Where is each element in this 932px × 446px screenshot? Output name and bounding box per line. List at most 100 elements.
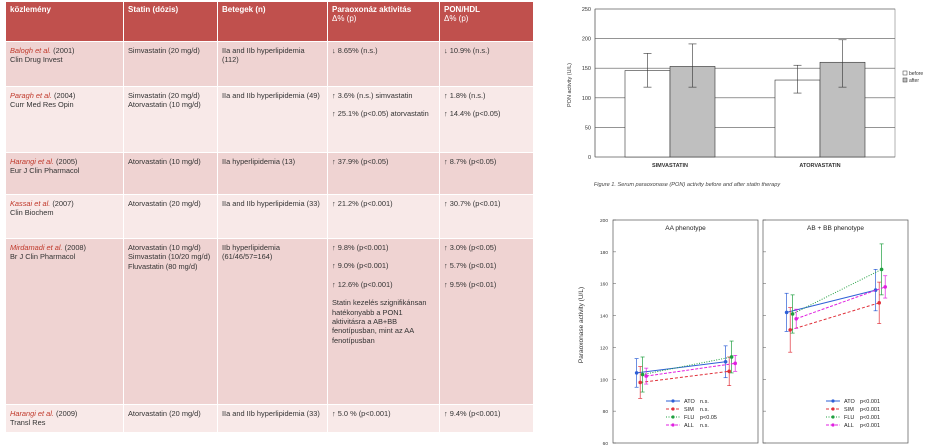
pon-hdl-change-cell: ↑ 1.8% (n.s.) ↑ 14.4% (p<0.05): [439, 86, 534, 153]
legend-marker: [671, 407, 675, 411]
y-tick-label: 120: [600, 345, 608, 351]
pon-hdl-change-cell: ↑ 8.7% (p<0.05): [439, 152, 534, 195]
publication-year: (2007): [52, 199, 74, 208]
pon-hdl-change-value: ↑ 3.0% (p<0.05): [444, 243, 497, 252]
patients-cell: IIa and IIb hyperlipidemia (33): [217, 404, 328, 433]
legend-label: SIM: [844, 407, 854, 413]
pon-bar-chart: PON activity (U/L) 0 50 100 150 200 250 SIMVA…: [567, 7, 923, 188]
paraoxonase-change-value: ↑ 25.1% (p<0.05) atorvastatin: [332, 109, 429, 119]
y-tick-label: 180: [600, 250, 608, 256]
legend-swatch: [902, 70, 908, 76]
legend-label: ATO: [844, 399, 856, 405]
line-chart-panels: AA phenotypeBeforeAfterATOn.s.SIMn.s.FLU…: [612, 219, 909, 444]
point-ato: [723, 359, 728, 364]
publication-year: (2008): [64, 243, 87, 252]
legend-significance: p<0.001: [860, 407, 880, 413]
header-pon-hdl-title: PON/HDL: [444, 5, 480, 14]
panel-title: AB + BB phenotype: [807, 225, 864, 232]
journal-name: Transl Res: [10, 418, 46, 428]
pon-hdl-change-cell: ↑ 9.4% (p<0.001): [439, 404, 534, 433]
journal-name: Clin Drug Invest: [10, 55, 63, 65]
patients-cell: IIa and IIb hyperlipidemia (33): [217, 194, 328, 239]
series-line-ato: [636, 361, 726, 374]
paraoxonase-change-cell: ↑ 9.8% (p<0.001) ↑ 9.0% (p<0.001) ↑ 12.6% …: [327, 238, 440, 405]
publication-year: (2005): [56, 157, 78, 166]
legend-marker: [671, 399, 675, 403]
y-tick-label: 100: [600, 377, 608, 383]
x-tick-label: ATORVASTATIN: [799, 163, 840, 169]
author-link[interactable]: Kassai et al.: [10, 199, 51, 208]
statin-dose-value: Atorvastatin (10 mg/d): [128, 157, 201, 166]
statin-pon-table: közlemény Statin (dózis) Betegek (n) Par…: [5, 1, 534, 433]
table-row: Balogh et al. (2001) Clin Drug Invest Simv…: [5, 41, 534, 87]
legend-significance: p<0.001: [860, 399, 880, 405]
pon-hdl-change-value: ↑ 9.5% (p<0.01): [444, 279, 497, 289]
legend-marker: [831, 399, 835, 403]
point-sim: [788, 328, 792, 332]
paraoxonase-change-cell: ↓ 8.65% (n.s.): [327, 41, 440, 87]
paraoxonase-change-cell: ↑ 5.0 % (p<0.001): [327, 404, 440, 433]
legend-label: FLU: [844, 415, 854, 421]
point-ato: [784, 310, 789, 315]
bar-chart-xticks: SIMVASTATIN ATORVASTATIN: [652, 163, 841, 169]
author-link[interactable]: Harangi et al.: [10, 157, 54, 166]
author-link[interactable]: Mirdamadi et al.: [10, 243, 63, 252]
paraoxonase-change-cell: ↑ 3.6% (n.s.) simvastatin ↑ 25.1% (p<0.05…: [327, 86, 440, 153]
legend-label: after: [909, 78, 919, 84]
paraoxonase-change-cell: ↑ 21.2% (p<0.001): [327, 194, 440, 239]
bar-chart-bars: [624, 39, 866, 158]
author-link[interactable]: Harangi et al.: [10, 409, 54, 418]
legend-label: FLU: [684, 415, 694, 421]
legend-significance: n.s.: [700, 407, 709, 413]
statin-dose-cell: Atorvastatin (10 mg/d): [123, 152, 218, 195]
pon-hdl-change-value: ↑ 1.8% (n.s.): [444, 91, 486, 100]
point-all: [733, 361, 737, 366]
statin-dose-cell: Atorvastatin (10 mg/d) Simvastatin (10/20…: [123, 238, 218, 405]
statin-dose-value: Atorvastatin (10 mg/d): [128, 243, 201, 252]
header-patients: Betegek (n): [217, 1, 328, 42]
statin-dose-value: Simvastatin (20 mg/d): [128, 46, 200, 55]
statin-dose-value: Atorvastatin (20 mg/d): [128, 199, 201, 208]
pon-hdl-change-value: ↑ 30.7% (p<0.01): [444, 199, 501, 208]
journal-name: Clin Biochem: [10, 208, 54, 218]
author-link[interactable]: Balogh et al.: [10, 46, 52, 55]
point-all: [883, 285, 887, 289]
table-row: Mirdamadi et al. (2008) Br J Clin Pharmac…: [5, 238, 534, 405]
pon-hdl-change-value: ↑ 5.7% (p<0.01): [444, 261, 497, 271]
pon-hdl-change-cell: ↑ 3.0% (p<0.05) ↑ 5.7% (p<0.01) ↑ 9.5% (p<…: [439, 238, 534, 405]
patients-cell: IIa and IIb hyperlipidemia (49): [217, 86, 328, 153]
header-publication: közlemény: [5, 1, 124, 42]
paraoxonase-change-value: ↑ 3.6% (n.s.) simvastatin: [332, 91, 413, 100]
table-row: Paragh et al. (2004) Curr Med Res Opin Sim…: [5, 86, 534, 153]
pon-hdl-change-value: ↑ 9.4% (p<0.001): [444, 409, 501, 418]
journal-name: Br J Clin Pharmacol: [10, 252, 76, 262]
series-line-all: [796, 286, 886, 320]
statin-dose-value: Simvastatin (10/20 mg/d): [128, 252, 211, 262]
journal-name: Eur J Clin Pharmacol: [10, 166, 80, 176]
legend-label: ALL: [844, 423, 854, 429]
phenotype-panel-1: AB + BB phenotypeBeforeAfterATOp<0.001SI…: [762, 219, 909, 444]
paraoxonase-change-value: ↑ 12.6% (p<0.001): [332, 279, 393, 289]
author-link[interactable]: Paragh et al.: [10, 91, 52, 100]
statin-dose-cell: Atorvastatin (20 mg/d): [123, 404, 218, 433]
bar-chart-caption: Figure 1. Serum paraoxonase (PON) activi…: [594, 182, 781, 188]
y-tick-label: 80: [603, 409, 609, 415]
y-tick-label: 150: [582, 66, 591, 72]
header-paraoxonase: Paraoxonáz aktivitás Δ% (p): [327, 1, 440, 42]
legend-marker: [671, 423, 675, 427]
series-line-flu: [792, 268, 882, 315]
statin-dose-value: Atorvastatin (20 mg/d): [128, 409, 201, 418]
legend-marker: [831, 415, 835, 419]
table-header-row: közlemény Statin (dózis) Betegek (n) Par…: [5, 1, 534, 42]
phenotype-line-chart: Paraoxonase activity (U/L) 60 80 100 120 140…: [578, 218, 909, 446]
paraoxonase-change-value: ↑ 37.9% (p<0.05): [332, 157, 389, 166]
plot-frame: [594, 8, 896, 158]
patients-cell: IIb hyperlipidemia (61/46/57=164): [217, 238, 328, 405]
paraoxonase-change-value: ↑ 9.8% (p<0.001): [332, 243, 389, 252]
legend-significance: p<0.001: [860, 423, 880, 429]
paraoxonase-change-value: ↑ 9.0% (p<0.001): [332, 261, 389, 271]
header-statin-dose: Statin (dózis): [123, 1, 218, 42]
statin-dose-value: Fluvastatin (80 mg/d): [128, 261, 198, 271]
series-line-all: [646, 362, 736, 377]
